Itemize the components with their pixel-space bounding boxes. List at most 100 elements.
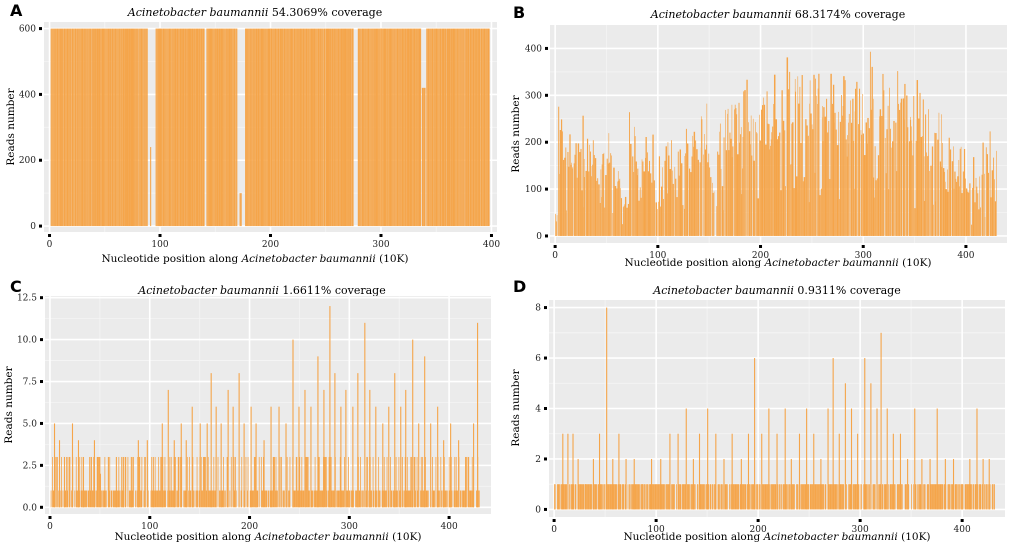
coverage-spike bbox=[567, 433, 569, 510]
coverage-bar bbox=[908, 141, 910, 236]
coverage-bar bbox=[749, 484, 751, 510]
coverage-bar bbox=[558, 484, 560, 510]
coverage-bar bbox=[288, 28, 290, 227]
coverage-bar bbox=[61, 456, 62, 508]
coverage-bar bbox=[685, 153, 686, 236]
coverage-bar bbox=[440, 456, 442, 508]
coverage-bar bbox=[753, 484, 755, 510]
coverage-bar bbox=[426, 490, 428, 508]
coverage-bar bbox=[761, 105, 764, 236]
coverage-bar bbox=[968, 192, 970, 236]
coverage-bar bbox=[734, 104, 736, 236]
coverage-bar bbox=[144, 456, 146, 508]
coverage-spike bbox=[715, 433, 717, 510]
y-tick-mark bbox=[39, 224, 42, 228]
coverage-bar bbox=[960, 484, 962, 510]
y-tick-label: 400 bbox=[19, 90, 36, 100]
coverage-spike bbox=[412, 339, 414, 508]
coverage-bar bbox=[85, 490, 87, 508]
coverage-bar bbox=[840, 484, 842, 510]
coverage-bar bbox=[247, 456, 249, 508]
coverage-bar bbox=[854, 188, 855, 236]
coverage-bar bbox=[103, 490, 104, 508]
coverage-bar bbox=[295, 28, 297, 227]
coverage-bar bbox=[431, 28, 434, 227]
coverage-bar bbox=[412, 28, 414, 227]
coverage-bar bbox=[193, 28, 194, 227]
coverage-bar bbox=[196, 456, 198, 508]
coverage-bar bbox=[302, 28, 304, 227]
coverage-bar bbox=[920, 136, 923, 236]
coverage-bar bbox=[96, 490, 97, 508]
coverage-bar bbox=[666, 484, 668, 510]
coverage-bar bbox=[665, 146, 667, 236]
coverage-spike bbox=[651, 458, 653, 510]
coverage-bar bbox=[429, 28, 431, 227]
coverage-bar bbox=[477, 28, 479, 227]
coverage-bar bbox=[952, 484, 954, 510]
coverage-bar bbox=[145, 28, 147, 227]
coverage-bar bbox=[397, 490, 398, 508]
coverage-bar bbox=[176, 490, 178, 508]
coverage-spike bbox=[880, 332, 882, 510]
coverage-spike bbox=[263, 440, 265, 508]
coverage-bar bbox=[240, 490, 242, 508]
coverage-bar bbox=[349, 490, 351, 508]
coverage-bar bbox=[928, 170, 930, 236]
coverage-bar bbox=[207, 28, 209, 227]
coverage-bar bbox=[400, 28, 402, 227]
coverage-bar bbox=[406, 490, 407, 508]
coverage-bar bbox=[723, 137, 725, 236]
coverage-bar bbox=[230, 456, 232, 508]
coverage-bar bbox=[811, 124, 813, 236]
coverage-spike bbox=[161, 423, 163, 508]
y-tick-label: 4 bbox=[535, 405, 541, 415]
coverage-bar bbox=[872, 484, 874, 510]
coverage-bar bbox=[207, 456, 209, 508]
coverage-bar bbox=[904, 484, 906, 510]
coverage-bar bbox=[962, 171, 964, 236]
coverage-bar bbox=[407, 490, 409, 508]
coverage-bar bbox=[222, 28, 224, 227]
coverage-bar bbox=[247, 28, 249, 227]
coverage-bar bbox=[323, 28, 324, 227]
coverage-bar bbox=[422, 456, 424, 508]
coverage-bar bbox=[785, 484, 787, 510]
coverage-bar bbox=[317, 28, 318, 227]
coverage-bar bbox=[718, 154, 720, 236]
x-tick-mark bbox=[158, 234, 162, 237]
coverage-bar bbox=[644, 484, 646, 510]
coverage-bar bbox=[351, 490, 352, 508]
coverage-bar bbox=[344, 456, 345, 508]
y-tick-mark bbox=[40, 338, 43, 342]
coverage-bar bbox=[759, 140, 761, 236]
coverage-bar bbox=[766, 484, 768, 510]
coverage-bar bbox=[589, 144, 590, 236]
coverage-bar bbox=[719, 484, 720, 510]
coverage-bar bbox=[830, 73, 832, 236]
coverage-bar bbox=[879, 484, 880, 510]
y-tick-mark bbox=[544, 507, 547, 511]
coverage-bar bbox=[678, 484, 680, 510]
coverage-bar bbox=[821, 484, 822, 510]
coverage-bar bbox=[361, 28, 364, 227]
coverage-bar bbox=[322, 490, 324, 508]
coverage-bar bbox=[305, 28, 308, 227]
coverage-bar bbox=[101, 28, 104, 227]
coverage-bar bbox=[156, 490, 157, 508]
coverage-bar bbox=[712, 484, 714, 510]
coverage-bar bbox=[301, 456, 303, 508]
y-tick-mark bbox=[545, 46, 548, 50]
coverage-bar bbox=[789, 71, 791, 236]
coverage-spike bbox=[641, 484, 643, 510]
coverage-bar bbox=[834, 484, 836, 510]
coverage-bar bbox=[980, 484, 982, 510]
coverage-bar bbox=[251, 28, 253, 227]
coverage-bar bbox=[233, 28, 236, 227]
coverage-bar bbox=[155, 490, 157, 508]
coverage-bar bbox=[66, 456, 67, 508]
coverage-bar bbox=[706, 484, 708, 510]
coverage-bar bbox=[864, 155, 866, 236]
coverage-bar bbox=[873, 484, 875, 510]
coverage-bar bbox=[139, 28, 141, 227]
